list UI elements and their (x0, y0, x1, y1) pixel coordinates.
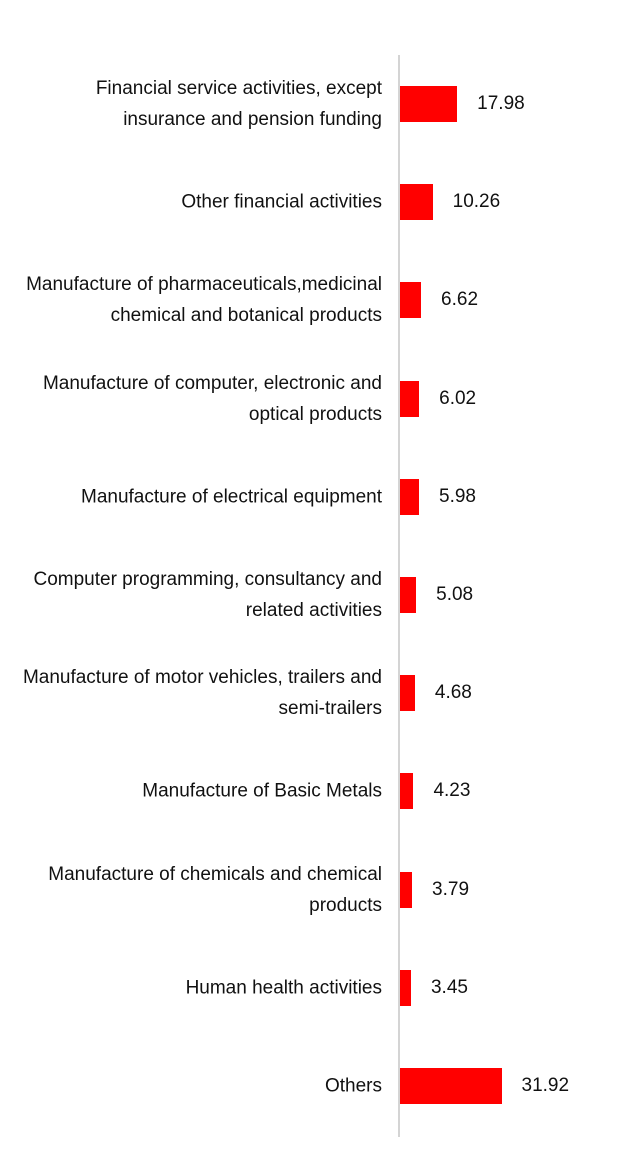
category-label: Manufacture of computer, electronic and … (42, 372, 382, 425)
category-label: Human health activities (185, 977, 382, 999)
category-axis-line (398, 55, 400, 1137)
value-label: 3.45 (430, 976, 468, 998)
value-label: 31.92 (521, 1075, 570, 1096)
category-label: Others (324, 1075, 382, 1097)
category-label: Manufacture of electrical equipment (81, 486, 382, 508)
value-label: 4.23 (433, 780, 471, 802)
bar (400, 675, 415, 712)
category-label: Manufacture of chemicals and chemical pr… (48, 863, 382, 916)
value-label: 5.08 (436, 584, 474, 605)
bar (400, 478, 420, 515)
value-label: 17.98 (477, 93, 525, 114)
bar (400, 380, 420, 417)
value-label: 10.26 (452, 191, 501, 213)
value-label: 6.62 (441, 289, 479, 311)
bar (400, 1068, 502, 1104)
category-label: Manufacture of pharmaceuticals,medicinal… (26, 274, 382, 327)
value-label: 4.68 (434, 682, 472, 704)
category-label: Financial service activities, except ins… (95, 78, 382, 130)
bar (400, 282, 422, 319)
value-label: 3.79 (432, 878, 470, 900)
category-label: Other financial activities (181, 191, 382, 213)
bar (400, 577, 417, 613)
category-label: Manufacture of motor vehicles, trailers … (22, 667, 382, 720)
category-label: Computer programming, consultancy and re… (33, 569, 382, 621)
bar (400, 773, 414, 810)
category-label: Manufacture of Basic Metals (142, 780, 382, 802)
value-label: 5.98 (439, 485, 476, 507)
bar (400, 86, 458, 122)
bar (400, 184, 433, 221)
bar (400, 871, 413, 908)
bar (400, 969, 411, 1006)
value-label: 6.02 (439, 387, 477, 409)
